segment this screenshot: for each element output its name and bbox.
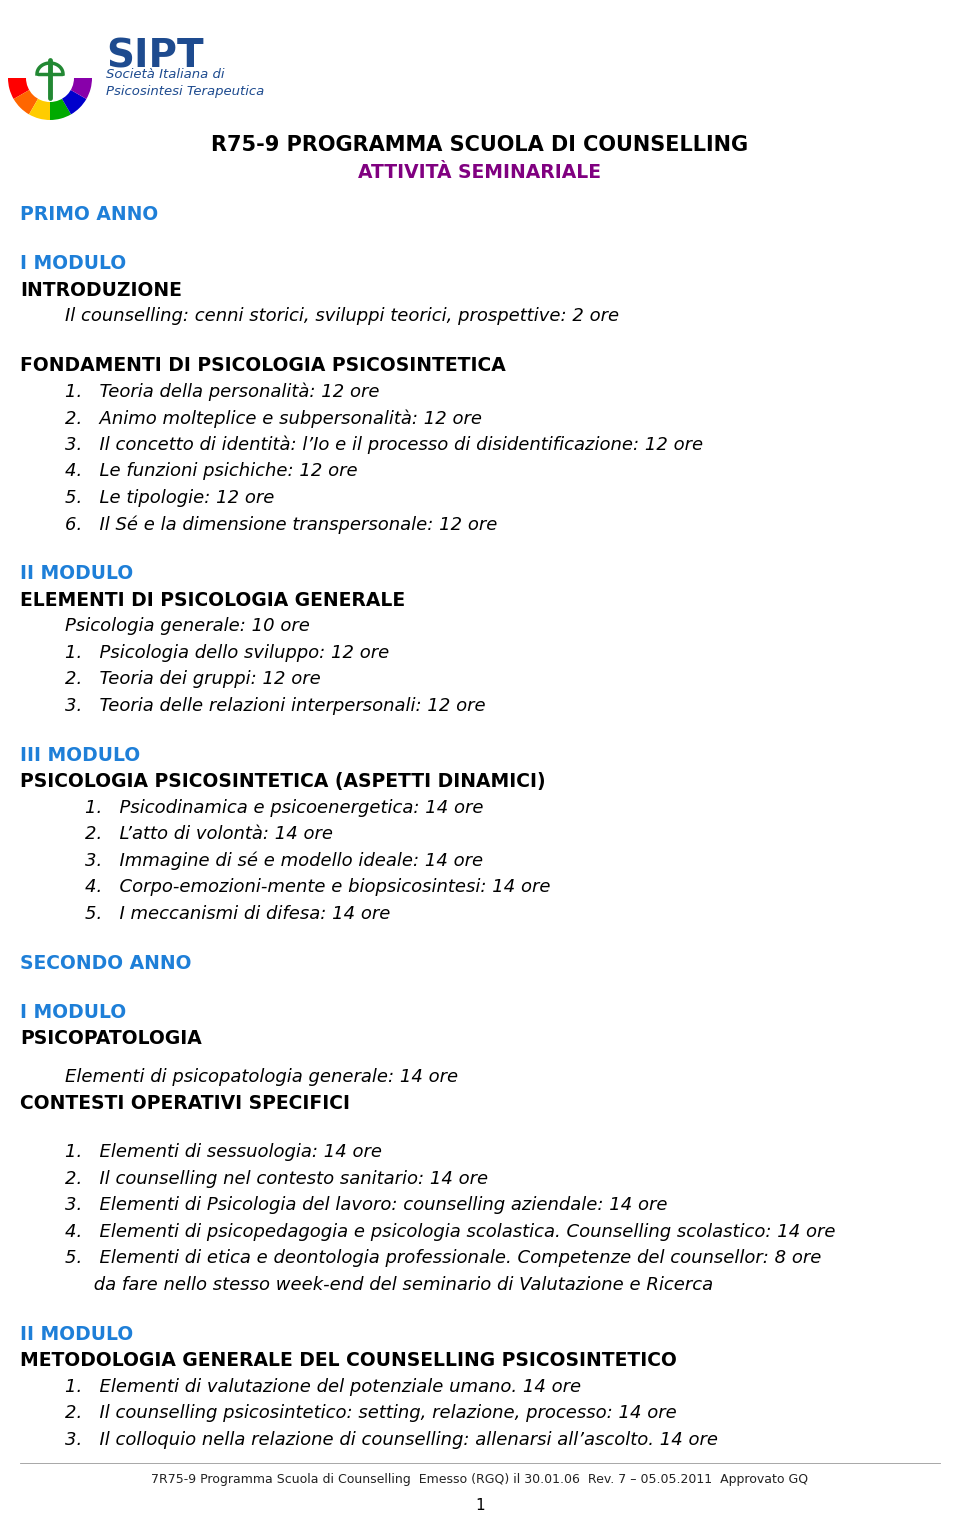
Wedge shape bbox=[50, 78, 71, 120]
Text: 5.   Le tipologie: 12 ore: 5. Le tipologie: 12 ore bbox=[65, 488, 275, 506]
Text: 1.   Elementi di valutazione del potenziale umano. 14 ore: 1. Elementi di valutazione del potenzial… bbox=[65, 1377, 581, 1395]
Wedge shape bbox=[8, 78, 50, 99]
Text: 1.   Teoria della personalità: 12 ore: 1. Teoria della personalità: 12 ore bbox=[65, 383, 379, 401]
Text: Elementi di psicopatologia generale: 14 ore: Elementi di psicopatologia generale: 14 … bbox=[65, 1068, 458, 1086]
Text: 2.   Teoria dei gruppi: 12 ore: 2. Teoria dei gruppi: 12 ore bbox=[65, 669, 321, 688]
Text: 2.   Animo molteplice e subpersonalità: 12 ore: 2. Animo molteplice e subpersonalità: 12… bbox=[65, 409, 482, 427]
Text: II MODULO: II MODULO bbox=[20, 564, 133, 583]
Text: 3.   Immagine di sé e modello ideale: 14 ore: 3. Immagine di sé e modello ideale: 14 o… bbox=[85, 851, 483, 871]
Text: da fare nello stesso week-end del seminario di Valutazione e Ricerca: da fare nello stesso week-end del semina… bbox=[65, 1275, 713, 1293]
Text: PSICOLOGIA PSICOSINTETICA (ASPETTI DINAMICI): PSICOLOGIA PSICOSINTETICA (ASPETTI DINAM… bbox=[20, 772, 545, 791]
Text: 1.   Psicodinamica e psicoenergetica: 14 ore: 1. Psicodinamica e psicoenergetica: 14 o… bbox=[85, 799, 484, 816]
Text: ATTIVITÀ SEMINARIALE: ATTIVITÀ SEMINARIALE bbox=[358, 163, 602, 181]
Text: Società Italiana di: Società Italiana di bbox=[106, 69, 225, 81]
Text: 2.   L’atto di volontà: 14 ore: 2. L’atto di volontà: 14 ore bbox=[85, 825, 333, 843]
Text: 1.   Psicologia dello sviluppo: 12 ore: 1. Psicologia dello sviluppo: 12 ore bbox=[65, 644, 389, 662]
Text: 1.   Elementi di sessuologia: 14 ore: 1. Elementi di sessuologia: 14 ore bbox=[65, 1144, 382, 1161]
Wedge shape bbox=[13, 78, 50, 114]
Text: Psicosintesi Terapeutica: Psicosintesi Terapeutica bbox=[106, 85, 264, 99]
Text: PSICOPATOLOGIA: PSICOPATOLOGIA bbox=[20, 1029, 202, 1048]
Text: 5.   I meccanismi di difesa: 14 ore: 5. I meccanismi di difesa: 14 ore bbox=[85, 904, 391, 923]
Text: II MODULO: II MODULO bbox=[20, 1325, 133, 1344]
Text: 3.   Il colloquio nella relazione di counselling: allenarsi all’ascolto. 14 ore: 3. Il colloquio nella relazione di couns… bbox=[65, 1430, 718, 1449]
Text: I MODULO: I MODULO bbox=[20, 1002, 127, 1022]
Text: 3.   Il concetto di identità: l’Io e il processo di disidentificazione: 12 ore: 3. Il concetto di identità: l’Io e il pr… bbox=[65, 436, 703, 454]
Text: 3.   Elementi di Psicologia del lavoro: counselling aziendale: 14 ore: 3. Elementi di Psicologia del lavoro: co… bbox=[65, 1196, 667, 1214]
Text: Il counselling: cenni storici, sviluppi teorici, prospettive: 2 ore: Il counselling: cenni storici, sviluppi … bbox=[65, 307, 619, 325]
Text: CONTESTI OPERATIVI SPECIFICI: CONTESTI OPERATIVI SPECIFICI bbox=[20, 1093, 350, 1113]
Wedge shape bbox=[50, 78, 86, 114]
Text: 4.   Elementi di psicopedagogia e psicologia scolastica. Counselling scolastico:: 4. Elementi di psicopedagogia e psicolog… bbox=[65, 1223, 835, 1241]
Text: 1: 1 bbox=[475, 1498, 485, 1513]
Text: METODOLOGIA GENERALE DEL COUNSELLING PSICOSINTETICO: METODOLOGIA GENERALE DEL COUNSELLING PSI… bbox=[20, 1351, 677, 1369]
Text: 4.   Corpo-emozioni-mente e biopsicosintesi: 14 ore: 4. Corpo-emozioni-mente e biopsicosintes… bbox=[85, 878, 550, 897]
Text: SIPT: SIPT bbox=[106, 37, 204, 75]
Text: 2.   Il counselling psicosintetico: setting, relazione, processo: 14 ore: 2. Il counselling psicosintetico: settin… bbox=[65, 1405, 677, 1423]
Text: FONDAMENTI DI PSICOLOGIA PSICOSINTETICA: FONDAMENTI DI PSICOLOGIA PSICOSINTETICA bbox=[20, 355, 506, 375]
Text: 2.   Il counselling nel contesto sanitario: 14 ore: 2. Il counselling nel contesto sanitario… bbox=[65, 1170, 488, 1188]
Text: 5.   Elementi di etica e deontologia professionale. Competenze del counsellor: 8: 5. Elementi di etica e deontologia profe… bbox=[65, 1249, 822, 1267]
Text: ELEMENTI DI PSICOLOGIA GENERALE: ELEMENTI DI PSICOLOGIA GENERALE bbox=[20, 590, 405, 610]
Text: 6.   Il Sé e la dimensione transpersonale: 12 ore: 6. Il Sé e la dimensione transpersonale:… bbox=[65, 515, 497, 534]
Wedge shape bbox=[29, 78, 50, 120]
Text: I MODULO: I MODULO bbox=[20, 255, 127, 273]
Text: III MODULO: III MODULO bbox=[20, 746, 140, 764]
Text: 4.   Le funzioni psichiche: 12 ore: 4. Le funzioni psichiche: 12 ore bbox=[65, 462, 358, 480]
Circle shape bbox=[26, 53, 74, 102]
Text: SECONDO ANNO: SECONDO ANNO bbox=[20, 953, 191, 973]
Text: 7R75-9 Programma Scuola di Counselling  Emesso (RGQ) il 30.01.06  Rev. 7 – 05.05: 7R75-9 Programma Scuola di Counselling E… bbox=[152, 1473, 808, 1487]
Text: PRIMO ANNO: PRIMO ANNO bbox=[20, 204, 158, 224]
Text: Psicologia generale: 10 ore: Psicologia generale: 10 ore bbox=[65, 618, 310, 634]
Wedge shape bbox=[50, 78, 92, 99]
Text: R75-9 PROGRAMMA SCUOLA DI COUNSELLING: R75-9 PROGRAMMA SCUOLA DI COUNSELLING bbox=[211, 136, 749, 156]
Text: 3.   Teoria delle relazioni interpersonali: 12 ore: 3. Teoria delle relazioni interpersonali… bbox=[65, 697, 486, 715]
Text: INTRODUZIONE: INTRODUZIONE bbox=[20, 281, 181, 299]
